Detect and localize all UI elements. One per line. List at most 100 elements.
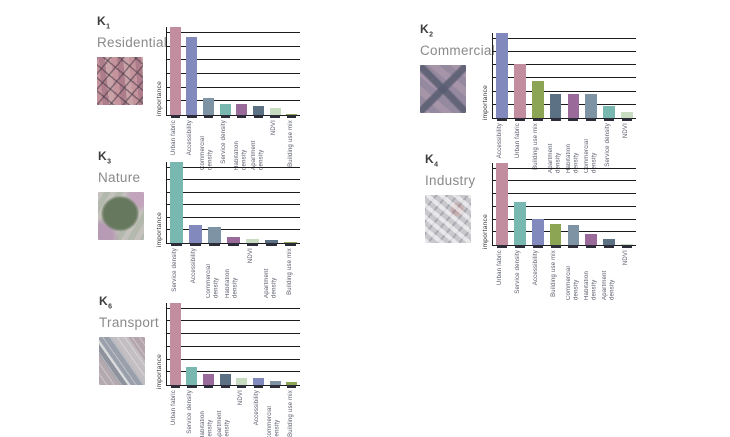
- y-axis-label: importance: [482, 85, 489, 121]
- x-tick-slot: Urban fabric: [166, 390, 183, 425]
- x-tick-label: Service density: [220, 120, 227, 164]
- gridline: [167, 371, 300, 373]
- x-tick-label: NDVI: [237, 390, 244, 406]
- x-tick-label: Habitation density: [200, 410, 214, 437]
- x-tick-label: Building use mix: [287, 120, 294, 167]
- bar-service-density: [603, 106, 616, 118]
- x-tick-slot: Accessibility: [250, 390, 267, 425]
- gridline: [493, 167, 636, 169]
- bar-slot: [600, 33, 618, 121]
- gridline: [493, 77, 636, 79]
- cluster-category-label: Nature: [98, 170, 141, 186]
- gridline: [493, 231, 636, 233]
- residential-aerial-thumbnail: [97, 57, 143, 106]
- bar-habitation-density: [236, 104, 248, 115]
- x-tick-label: NDVI: [248, 248, 255, 264]
- bar-commercial-density: [585, 93, 598, 118]
- bar-service-density: [513, 201, 526, 245]
- chart-commercial: importance Accessibility Urban fabric Buil…: [482, 33, 636, 173]
- x-tick-slot: Commercial density: [267, 390, 284, 437]
- x-tick-slot: NDVI: [618, 250, 636, 265]
- x-tick-label: Commercial density: [565, 265, 580, 300]
- gridline: [167, 204, 300, 206]
- y-axis-label: importance: [482, 213, 489, 250]
- cluster-category-label: Transport: [99, 315, 159, 331]
- bar-slot: [547, 33, 565, 121]
- x-tick-slot: Habitation density: [200, 390, 217, 437]
- bar-ndvi: [246, 239, 259, 243]
- cluster-meta-transport: K6 Transport: [99, 294, 179, 386]
- x-tick-slot: Service density: [600, 123, 618, 167]
- bar-slot: [217, 27, 234, 118]
- x-axis-labels: Urban fabric Service density Accessibility…: [492, 250, 636, 300]
- x-tick-label: Urban fabric: [497, 250, 504, 286]
- cluster-meta-nature: K3 Nature: [98, 149, 178, 241]
- x-tick-label: Building use mix: [551, 250, 558, 297]
- bar-urban-fabric: [496, 163, 508, 245]
- plot-area: [492, 33, 636, 121]
- bars-row: [167, 162, 300, 246]
- bar-slot: [167, 303, 184, 388]
- bar-apartment-density: [603, 239, 616, 245]
- x-tick-label: Commercial density: [267, 405, 281, 437]
- bar-habitation-density: [567, 93, 580, 118]
- bar-commercial-density: [567, 225, 580, 245]
- bar-slot: [250, 303, 267, 388]
- chart-transport: importance Urban fabric Service density Ha…: [156, 303, 300, 437]
- bar-slot: [600, 163, 618, 248]
- bar-slot: [618, 163, 636, 248]
- x-tick-slot: Accessibility: [185, 248, 204, 283]
- bar-urban-fabric: [169, 303, 181, 385]
- x-tick-label: Urban fabric: [170, 390, 177, 426]
- x-tick-slot: Service density: [166, 248, 185, 292]
- x-tick-slot: Accessibility: [528, 250, 546, 285]
- cluster-meta-residential: K1 Residential: [97, 14, 177, 106]
- cluster-category-label: Industry: [425, 173, 476, 189]
- bar-service-density: [170, 162, 183, 243]
- x-tick-label: Building use mix: [286, 248, 293, 295]
- chart-industry: importance Urban fabric Service density Ac…: [482, 163, 636, 300]
- x-tick-label: Service density: [605, 123, 612, 167]
- bar-slot: [234, 303, 251, 388]
- bar-slot: [283, 303, 300, 388]
- x-tick-slot: Building use mix: [283, 390, 300, 437]
- x-tick-label: Accessibility: [254, 390, 261, 426]
- gridline: [493, 51, 636, 53]
- x-axis-labels: Service density Accessibility Commercial d…: [166, 248, 300, 298]
- x-tick-label: Accessibility: [533, 250, 540, 286]
- bar-slot: [493, 33, 511, 121]
- gridline: [167, 333, 300, 335]
- bar-slot: [267, 27, 284, 118]
- x-tick-slot: Habitation density: [223, 248, 242, 298]
- x-tick-slot: NDVI: [233, 390, 250, 405]
- bar-slot: [582, 33, 600, 121]
- bar-building-use-mix: [284, 241, 297, 243]
- bar-commercial-density: [269, 381, 281, 385]
- x-tick-slot: Service density: [183, 390, 200, 434]
- gridline: [493, 90, 636, 92]
- bar-slot: [250, 27, 267, 118]
- x-tick-label: Urban fabric: [515, 123, 522, 159]
- bar-slot: [200, 27, 217, 118]
- bars-row: [493, 33, 636, 121]
- bar-accessibility: [189, 225, 202, 243]
- x-tick-slot: Service density: [510, 250, 528, 294]
- bar-apartment-density: [265, 239, 278, 243]
- bar-slot: [565, 163, 583, 248]
- gridline: [167, 45, 300, 47]
- bar-apartment-density: [219, 374, 231, 385]
- bar-slot: [184, 303, 201, 388]
- gridline: [167, 358, 300, 360]
- x-tick-label: NDVI: [623, 250, 630, 266]
- x-tick-label: Service density: [187, 390, 194, 434]
- x-tick-slot: NDVI: [243, 248, 262, 263]
- bar-ndvi: [621, 112, 633, 118]
- x-tick-slot: Commercial density: [564, 250, 582, 300]
- gridline: [493, 205, 636, 207]
- x-tick-label: Service density: [515, 250, 522, 294]
- x-tick-slot: Accessibility: [183, 120, 200, 155]
- bar-ndvi: [269, 107, 281, 115]
- x-tick-slot: Habitation density: [582, 250, 600, 300]
- bar-slot: [582, 163, 600, 248]
